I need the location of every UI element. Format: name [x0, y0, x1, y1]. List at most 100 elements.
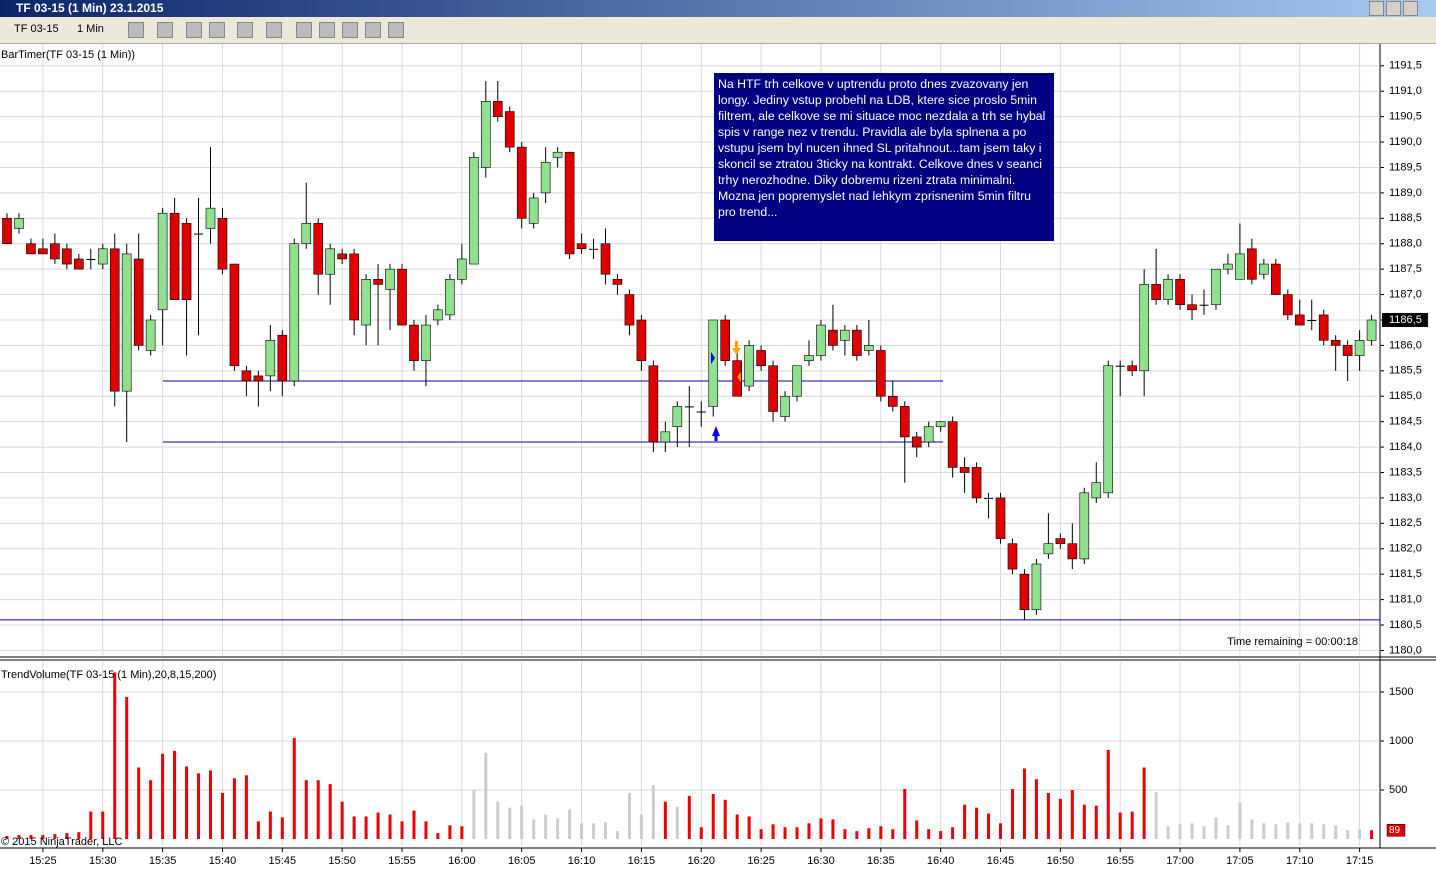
volume-bar	[663, 801, 667, 839]
candle-body	[1067, 543, 1078, 560]
volume-bar	[627, 792, 631, 839]
candle-body	[732, 360, 742, 397]
volume-bar	[304, 780, 308, 839]
candle-body	[2, 218, 12, 245]
volume-bar	[89, 811, 93, 839]
candle-body	[1330, 340, 1341, 346]
x-tick-label: 15:45	[269, 855, 297, 867]
x-tick-label: 16:20	[687, 855, 715, 867]
candle-body	[1271, 263, 1281, 295]
candle-body	[205, 207, 216, 229]
bar-type-button[interactable]	[128, 22, 144, 38]
title-bar: TF 03-15 (1 Min) 23.1.2015	[0, 0, 1436, 17]
volume-bar	[1346, 830, 1350, 839]
y-tick-label: 1180,5	[1389, 619, 1422, 631]
volume-bar	[256, 821, 260, 839]
close-button[interactable]	[1403, 1, 1418, 16]
volume-bar	[1166, 826, 1170, 839]
volume-bar	[376, 812, 380, 839]
zoom-button[interactable]	[266, 22, 282, 38]
volume-bar	[1190, 823, 1194, 839]
volume-bar	[400, 821, 404, 839]
volume-bar	[879, 826, 883, 839]
candle-body	[552, 151, 563, 158]
draw-button[interactable]	[157, 22, 173, 38]
volume-bar	[592, 823, 596, 839]
print-button[interactable]	[365, 22, 381, 38]
volume-bar	[340, 801, 344, 839]
volume-bar	[1154, 791, 1158, 839]
window-title: TF 03-15 (1 Min) 23.1.2015	[16, 1, 164, 15]
order-button[interactable]	[388, 22, 404, 38]
volume-bar	[999, 823, 1003, 839]
candle-body	[923, 426, 934, 443]
data-box-button[interactable]	[296, 22, 312, 38]
candle-body	[229, 263, 240, 367]
candle-body	[1139, 284, 1149, 372]
candle-body	[313, 223, 324, 275]
candle-body	[145, 319, 156, 351]
crosshair-button[interactable]	[237, 22, 253, 38]
indicator-button[interactable]	[186, 22, 202, 38]
candle-body	[995, 497, 1006, 539]
volume-bar	[424, 821, 428, 839]
candle-body	[26, 243, 36, 255]
x-tick-label: 16:10	[568, 855, 596, 867]
volume-bar	[292, 738, 296, 839]
properties-button[interactable]	[319, 22, 335, 38]
volume-bar	[759, 829, 763, 839]
volume-bar	[29, 835, 33, 839]
candle-body	[1115, 365, 1125, 367]
minimize-button[interactable]	[1369, 1, 1384, 16]
maximize-button[interactable]	[1386, 1, 1401, 16]
interval-selector[interactable]: 1 Min	[77, 23, 104, 35]
candle-body	[947, 421, 958, 468]
candle-body	[696, 411, 706, 413]
volume-bar	[436, 833, 440, 839]
candle-body	[840, 329, 850, 341]
candle-body	[911, 436, 922, 448]
y-tick-label: 1183,0	[1389, 492, 1422, 504]
copyright: © 2015 NinjaTrader, LLC	[1, 836, 122, 848]
candle-body	[445, 279, 455, 316]
candle-body	[217, 218, 228, 270]
volume-bar	[388, 814, 392, 839]
volume-bar	[1262, 823, 1266, 839]
candle-body	[1282, 294, 1293, 316]
y-tick-label: 1181,0	[1389, 593, 1422, 605]
candle-body	[1031, 563, 1042, 611]
volume-bar	[783, 827, 787, 839]
volume-bar	[723, 799, 727, 839]
y-tick-label: 1500	[1389, 686, 1413, 698]
last-price-box	[1382, 312, 1428, 327]
x-tick-label: 17:10	[1286, 855, 1314, 867]
y-tick-label: 1187,5	[1389, 263, 1422, 275]
volume-bar	[197, 773, 201, 839]
candle-body	[133, 258, 144, 346]
volume-bar	[903, 789, 907, 839]
y-tick-label: 1190,5	[1389, 111, 1422, 123]
volume-bar	[735, 814, 739, 839]
volume-bar	[328, 784, 332, 839]
volume-bar	[1142, 767, 1146, 839]
candle-body	[959, 467, 970, 473]
volume-bar	[699, 827, 703, 839]
volume-bar	[65, 833, 69, 839]
candle-body	[337, 253, 347, 260]
volume-bar	[1310, 823, 1314, 839]
candle-body	[971, 467, 982, 499]
templates-button[interactable]	[342, 22, 358, 38]
volume-bar	[915, 820, 919, 839]
candle-body	[457, 258, 467, 280]
x-tick-label: 17:00	[1166, 855, 1194, 867]
x-tick-label: 16:15	[628, 855, 656, 867]
candle-body	[265, 340, 276, 377]
candle-body	[62, 248, 72, 265]
x-tick-label: 15:55	[388, 855, 416, 867]
volume-bar	[412, 810, 416, 839]
strategy-button[interactable]	[209, 22, 225, 38]
candle-body	[612, 279, 623, 285]
annotation-note: Na HTF trh celkove v uptrendu proto dnes…	[714, 73, 1054, 241]
volume-bar	[1286, 822, 1290, 839]
instrument-selector[interactable]: TF 03-15	[14, 23, 59, 35]
